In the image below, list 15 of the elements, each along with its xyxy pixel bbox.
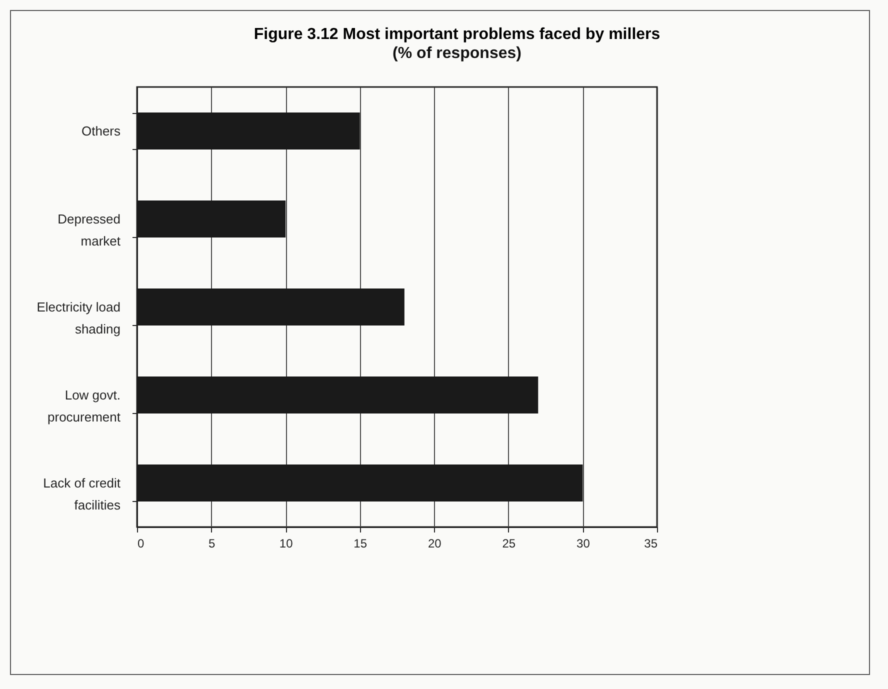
x-tick-label: 30	[576, 536, 590, 550]
chart-title: Figure 3.12 Most important problems faced by millers	[254, 26, 660, 43]
x-tick-label: 25	[502, 536, 516, 550]
x-tick-label: 35	[644, 536, 658, 550]
chart-subtitle: (% of responses)	[392, 45, 522, 62]
x-tick-label: 0	[138, 536, 144, 550]
x-tick-label: 5	[208, 536, 216, 550]
x-tick-label: 15	[354, 536, 368, 550]
x-tick-label: 10	[279, 536, 294, 550]
y-tick-label: Depressed market	[58, 212, 121, 248]
y-tick-label: Low govt. procurement	[48, 388, 121, 424]
y-tick-label: Others	[81, 124, 121, 138]
x-tick-label: 20	[428, 536, 442, 550]
y-tick-label: Electricity load shading	[36, 300, 120, 336]
y-tick-label: Lack of credit facilities	[43, 476, 121, 512]
